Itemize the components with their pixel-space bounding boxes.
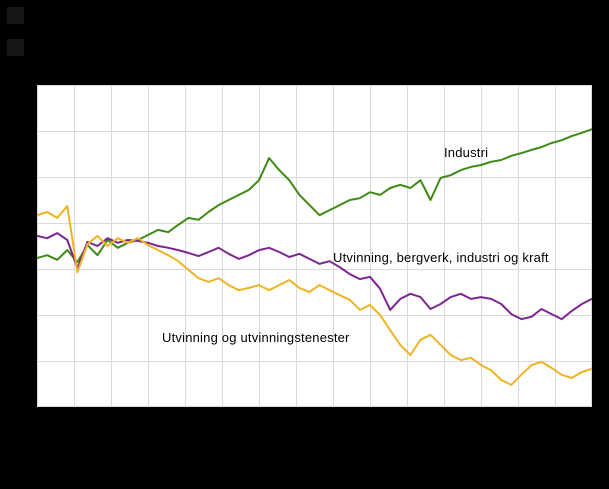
decorative-block-bottom	[7, 39, 24, 56]
plot-area: Industri Utvinning, bergverk, industri o…	[37, 85, 592, 407]
series-label-utvinning-bergverk-industri-kraft: Utvinning, bergverk, industri og kraft	[333, 250, 549, 265]
line-chart-svg	[37, 85, 592, 407]
gridlines	[37, 85, 592, 407]
decorative-block-top	[7, 7, 24, 24]
series-label-utvinning-utvinningstenester: Utvinning og utvinningstenester	[162, 330, 350, 345]
series-line-2	[37, 205, 592, 386]
series-line-1	[37, 232, 592, 321]
series-label-industri: Industri	[444, 145, 489, 160]
